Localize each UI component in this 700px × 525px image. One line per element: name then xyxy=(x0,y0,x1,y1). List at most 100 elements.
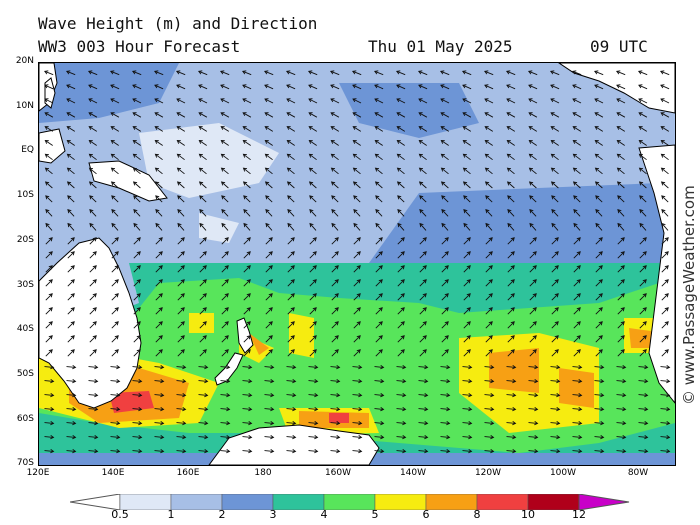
direction-arrow-387 xyxy=(265,251,273,259)
direction-arrow-67 xyxy=(242,98,252,104)
direction-arrow-293 xyxy=(111,209,119,217)
direction-arrow-153 xyxy=(220,140,229,146)
direction-arrow-349 xyxy=(67,237,75,245)
lon-label: 160W xyxy=(324,468,352,478)
direction-arrow-23 xyxy=(549,70,560,76)
direction-arrow-679 xyxy=(308,392,319,398)
direction-arrow-124 xyxy=(220,126,230,132)
direction-arrow-381 xyxy=(133,251,141,259)
direction-arrow-443 xyxy=(221,279,229,287)
wave-band-14 xyxy=(289,313,314,358)
direction-arrow-266 xyxy=(155,195,163,203)
direction-arrow-437 xyxy=(89,279,97,287)
wave-band-19 xyxy=(559,368,594,408)
direction-arrow-670 xyxy=(110,392,121,398)
lat-label: 20S xyxy=(16,234,34,245)
direction-arrow-659 xyxy=(506,378,517,384)
direction-arrow-231 xyxy=(660,167,669,175)
mexico-coast xyxy=(558,63,675,114)
direction-arrow-369 xyxy=(507,237,515,245)
direction-arrow-745 xyxy=(484,420,495,426)
direction-arrow-800 xyxy=(418,448,429,454)
direction-arrow-627 xyxy=(440,364,451,370)
direction-arrow-704 xyxy=(220,406,231,412)
direction-arrow-172 xyxy=(638,140,647,146)
direction-arrow-783 xyxy=(44,448,55,454)
direction-arrow-39 xyxy=(264,84,274,90)
direction-arrow-236 xyxy=(132,181,141,189)
direction-arrow-444 xyxy=(243,279,251,287)
direction-arrow-787 xyxy=(132,448,143,454)
direction-arrow-710 xyxy=(352,406,363,412)
direction-arrow-230 xyxy=(638,167,647,175)
direction-arrow-12 xyxy=(307,70,318,76)
direction-arrow-158 xyxy=(330,140,339,146)
direction-arrow-324 xyxy=(155,222,163,231)
direction-arrow-309 xyxy=(463,209,471,217)
direction-arrow-629 xyxy=(484,364,495,370)
direction-arrow-3 xyxy=(109,70,120,76)
direction-arrow-321 xyxy=(89,222,97,231)
direction-arrow-759 xyxy=(154,434,165,440)
direction-arrow-57 xyxy=(660,84,670,90)
direction-arrow-119 xyxy=(110,126,120,132)
direction-arrow-22 xyxy=(527,70,538,76)
direction-arrow-10 xyxy=(263,70,274,76)
wave-map[interactable] xyxy=(38,62,676,466)
direction-arrow-729 xyxy=(132,420,143,426)
direction-arrow-610 xyxy=(66,364,77,370)
direction-arrow-567 xyxy=(397,335,405,343)
direction-arrow-723 xyxy=(638,406,649,412)
new-zealand-south-island xyxy=(214,352,244,386)
direction-arrow-462 xyxy=(639,279,647,287)
direction-arrow-379 xyxy=(89,251,97,259)
direction-arrow-506 xyxy=(331,307,339,315)
direction-arrow-693 xyxy=(616,392,627,398)
direction-arrow-31 xyxy=(88,84,98,90)
direction-arrow-6 xyxy=(175,70,186,76)
direction-arrow-805 xyxy=(528,448,539,454)
direction-arrow-237 xyxy=(154,181,163,189)
direction-arrow-96 xyxy=(242,112,252,118)
direction-arrow-752 xyxy=(638,420,649,426)
direction-arrow-445 xyxy=(265,279,273,287)
direction-arrow-92 xyxy=(154,112,164,118)
direction-arrow-196 xyxy=(528,153,537,161)
direction-arrow-400 xyxy=(551,251,559,259)
wave-band-0 xyxy=(139,123,279,198)
direction-arrow-327 xyxy=(221,222,229,231)
direction-arrow-684 xyxy=(418,392,429,398)
direction-arrow-164 xyxy=(462,140,471,146)
direction-arrow-2 xyxy=(87,70,98,76)
direction-arrow-68 xyxy=(264,98,274,104)
direction-arrow-794 xyxy=(286,448,297,454)
direction-arrow-744 xyxy=(462,420,473,426)
direction-arrow-210 xyxy=(198,167,207,175)
lon-label: 120W xyxy=(474,468,502,478)
direction-arrow-317 xyxy=(639,209,647,217)
direction-arrow-195 xyxy=(506,153,515,161)
direction-arrow-204 xyxy=(66,167,75,175)
direction-arrow-584 xyxy=(133,349,141,357)
direction-arrow-187 xyxy=(330,153,339,161)
direction-arrow-144 xyxy=(660,126,670,132)
direction-arrow-47 xyxy=(440,84,450,90)
direction-arrow-424 xyxy=(441,265,449,273)
direction-arrow-371 xyxy=(551,237,559,245)
direction-arrow-654 xyxy=(396,378,407,384)
direction-arrow-86 xyxy=(660,98,670,104)
forecast-time: 09 UTC xyxy=(590,37,648,56)
direction-arrow-505 xyxy=(309,307,317,315)
direction-arrow-596 xyxy=(397,349,405,357)
direction-arrow-66 xyxy=(220,98,230,104)
direction-arrow-25 xyxy=(593,70,604,76)
direction-arrow-235 xyxy=(110,181,119,189)
direction-arrow-635 xyxy=(616,364,627,370)
direction-arrow-278 xyxy=(419,195,427,203)
direction-arrow-452 xyxy=(419,279,427,287)
direction-arrow-672 xyxy=(154,392,165,398)
direction-arrow-531 xyxy=(243,321,251,329)
lat-label: 70S xyxy=(16,458,34,469)
direction-arrow-509 xyxy=(397,307,405,315)
direction-arrow-403 xyxy=(617,251,625,259)
